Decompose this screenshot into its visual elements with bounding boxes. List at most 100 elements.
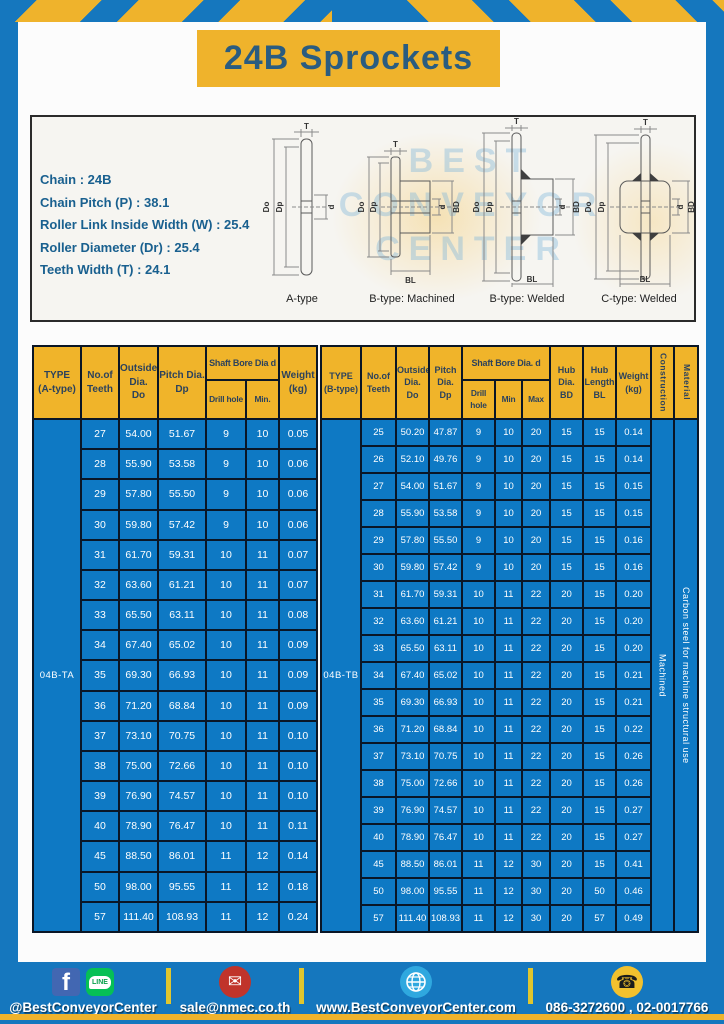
data-cell: 15 [549,526,585,555]
col-header-shaft-bore: Shaft Bore Dia. d [460,345,552,381]
data-cell: 51.67 [157,417,207,451]
data-cell: 11 [494,607,523,636]
data-cell: 10 [461,607,496,636]
data-cell: 11 [494,769,523,798]
data-cell: 0.16 [615,526,653,555]
footer-divider [166,968,171,1004]
footer-website-text[interactable]: www.BestConveyorCenter.com [316,1000,516,1015]
watermark-blob-2 [572,142,694,302]
data-cell: 10 [461,796,496,825]
data-cell: 61.70 [395,580,430,609]
data-cell: 69.30 [395,688,430,717]
facebook-icon-letter: f [62,969,70,996]
data-cell: 50 [582,877,618,906]
data-cell: 15 [582,661,618,690]
table-row: 36 71.20 68.84 10 11 0.09 [33,689,318,722]
dim-label-dp: Dp [485,202,494,213]
data-cell: 75.00 [118,749,159,783]
data-cell: 11 [494,580,523,609]
data-cell: 20 [549,769,585,798]
data-cell: 59.31 [157,538,207,571]
table-row: 32 63.60 61.21 10 11 0.07 [33,568,318,602]
table-a-header: TYPE (A-type) No.of Teeth Outside Dia. D… [32,345,318,420]
data-cell: 78.90 [118,810,159,843]
facebook-icon[interactable]: f [52,968,80,996]
data-cell: 57 [80,900,120,934]
data-cell: 0.08 [278,599,318,632]
data-cell: 50 [360,877,397,906]
table-a-body: 04B-TA 27 54.00 51.67 9 10 0.05 28 55.90 53.58 9 10… [32,417,318,934]
dim-label-do: Do [584,202,593,213]
spec-line: Chain : 24B [40,172,112,187]
table-row: 50 98.00 95.55 11 12 0.18 [33,870,318,903]
data-cell: 0.10 [278,749,318,783]
data-cell: 10 [494,418,523,447]
data-cell: 66.93 [157,659,207,692]
data-cell: 45 [360,850,397,879]
data-cell: 0.41 [615,850,653,879]
data-cell: 65.50 [395,634,430,663]
data-cell: 86.01 [428,850,463,879]
data-cell: 35 [80,659,120,692]
line-icon[interactable]: LINE [86,968,114,996]
data-cell: 11 [245,719,280,752]
data-cell: 37 [360,742,397,771]
data-cell: 33 [360,634,397,663]
data-cell: 10 [461,661,496,690]
data-cell: 74.57 [428,796,463,825]
dim-label-bd: BD [572,201,581,213]
dim-label-d: d [676,204,685,209]
dim-label-dp: Dp [275,202,284,213]
data-cell: 20 [549,661,585,690]
data-cell: 70.75 [428,742,463,771]
data-cell: 15 [582,796,618,825]
data-cell: 20 [549,607,585,636]
email-icon[interactable]: ✉ [219,966,251,998]
footer-social-handle[interactable]: @BestConveyorCenter [9,1000,157,1015]
table-row: 57 111.40 108.93 11 12 0.24 [33,900,318,934]
data-cell: 15 [582,499,618,528]
globe-icon[interactable] [400,966,432,998]
data-cell: 10 [245,508,280,541]
footer-phone-text[interactable]: 086-3272600 , 02-0017766 [545,1000,709,1015]
col-header-outside-dia: Outside Dia. Do [118,345,159,420]
watermark-line: BEST [408,142,536,180]
data-cell: 50.20 [395,418,430,447]
data-cell: 34 [80,629,120,662]
drawing-caption-a: A-type [286,293,318,305]
data-cell: 28 [80,448,120,481]
footer-divider [528,968,533,1004]
dim-label-d: d [558,204,567,209]
data-cell: 10 [205,629,247,662]
data-cell: 70.75 [157,719,207,752]
data-cell: 22 [520,742,552,771]
type-cell: 04B-TA [32,418,82,933]
data-cell: 68.84 [428,715,463,744]
data-cell: 68.84 [157,689,207,722]
footer-social-section: f LINE @BestConveyorCenter [0,962,166,1015]
phone-icon[interactable]: ☎ [611,966,643,998]
data-cell: 10 [461,715,496,744]
data-cell: 20 [549,850,585,879]
footer-email-text[interactable]: sale@nmec.co.th [179,1000,291,1015]
data-cell: 73.10 [395,742,430,771]
table-row: 39 76.90 74.57 10 11 22 20 15 0.27 [321,796,698,825]
dim-label-bl: BL [405,276,416,285]
data-cell: 11 [245,599,280,632]
data-cell: 40 [360,823,397,852]
data-cell: 0.10 [278,719,318,752]
table-row: 57 111.40 108.93 11 12 30 20 57 0.49 [321,904,698,933]
data-cell: 108.93 [157,900,207,934]
data-cell: 10 [461,688,496,717]
table-row: 04B-TB 25 50.20 47.87 9 10 20 15 15 0.14 Machined C… [320,418,700,933]
data-cell: 20 [549,904,585,933]
data-cell: 22 [520,634,552,663]
data-cell: 57 [582,904,618,933]
data-cell: 10 [205,749,247,783]
data-cell: 88.50 [118,840,159,873]
col-header-outside-dia: Outside Dia. Do [395,345,430,420]
data-cell: 15 [582,553,618,582]
dim-label-t: T [393,140,398,149]
data-cell: 10 [461,742,496,771]
